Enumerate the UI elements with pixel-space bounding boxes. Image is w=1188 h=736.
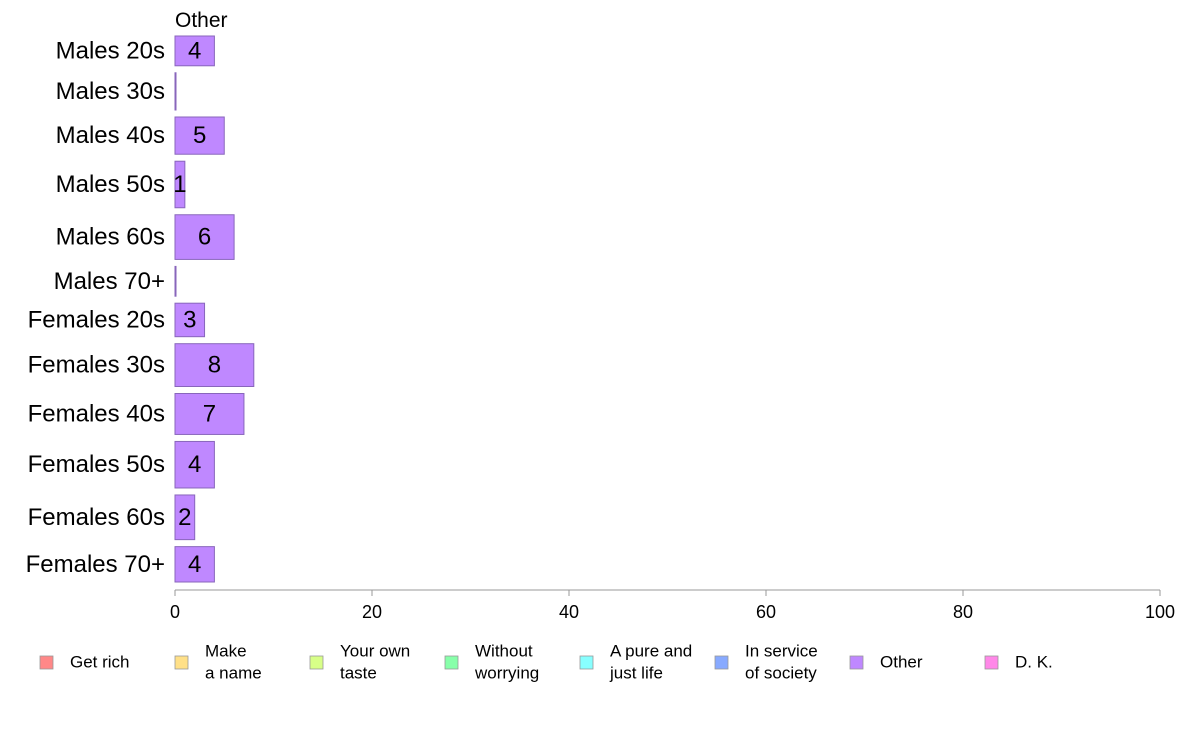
legend-label: In service [745, 642, 818, 661]
category-label: Females 30s [28, 352, 165, 379]
data-label: 8 [208, 352, 221, 379]
bar [174, 440, 215, 489]
legend-label: Your own [340, 642, 410, 661]
legend-label: just life [609, 664, 663, 683]
data-label: 1 [173, 171, 186, 198]
legend-label: taste [340, 664, 377, 683]
data-label: 6 [198, 224, 211, 251]
legend-swatch [579, 655, 594, 670]
legend: Get rich Make a name Your own taste Without wo… [39, 642, 1053, 683]
category-label: Males 50s [56, 171, 165, 198]
bar [174, 160, 186, 209]
x-tick-label: 20 [362, 602, 382, 622]
legend-label: Without [475, 642, 533, 661]
category-label: Females 60s [28, 504, 165, 531]
category-label: Females 40s [28, 400, 165, 427]
category-label: Females 50s [28, 451, 165, 478]
legend-swatch [174, 655, 189, 670]
x-tick-label: 60 [756, 602, 776, 622]
bar [174, 494, 196, 541]
legend-label: worrying [474, 664, 539, 683]
x-tick-label: 80 [953, 602, 973, 622]
bar [174, 265, 177, 297]
legend-label: Other [880, 653, 923, 672]
panel-title: Other [175, 9, 228, 32]
category-label: Males 20s [56, 37, 165, 64]
x-tick-label: 40 [559, 602, 579, 622]
x-axis: 0 20 40 60 80 100 [170, 589, 1175, 622]
bar [174, 35, 215, 67]
data-label: 2 [178, 504, 191, 531]
category-label: Males 40s [56, 122, 165, 149]
bar [174, 72, 177, 111]
legend-label: of society [745, 664, 817, 683]
data-label: 4 [188, 451, 201, 478]
bar [174, 214, 235, 260]
bar [174, 546, 215, 583]
category-label: Males 70+ [54, 268, 165, 295]
legend-swatch [309, 655, 324, 670]
bar [174, 116, 225, 155]
legend-label: Make [205, 642, 247, 661]
data-label: 7 [203, 400, 216, 427]
data-label: 4 [188, 37, 201, 64]
bar [174, 302, 206, 338]
legend-label: Get rich [70, 653, 130, 672]
category-label: Females 70+ [26, 551, 165, 578]
legend-label: A pure and [610, 642, 692, 661]
data-label: 5 [193, 122, 206, 149]
legend-label: a name [205, 664, 262, 683]
legend-swatch [849, 655, 864, 670]
legend-swatch [39, 655, 54, 670]
data-label: 3 [183, 306, 196, 333]
legend-label: D. K. [1015, 653, 1053, 672]
legend-swatch [444, 655, 459, 670]
category-label: Females 20s [28, 306, 165, 333]
bar [174, 343, 255, 388]
x-tick-label: 0 [170, 602, 180, 622]
category-label: Males 60s [56, 224, 165, 251]
bar [174, 393, 245, 435]
category-label: Males 30s [56, 78, 165, 105]
x-tick-label: 100 [1145, 602, 1175, 622]
legend-swatch [714, 655, 729, 670]
data-label: 4 [188, 551, 201, 578]
legend-swatch [984, 655, 999, 670]
